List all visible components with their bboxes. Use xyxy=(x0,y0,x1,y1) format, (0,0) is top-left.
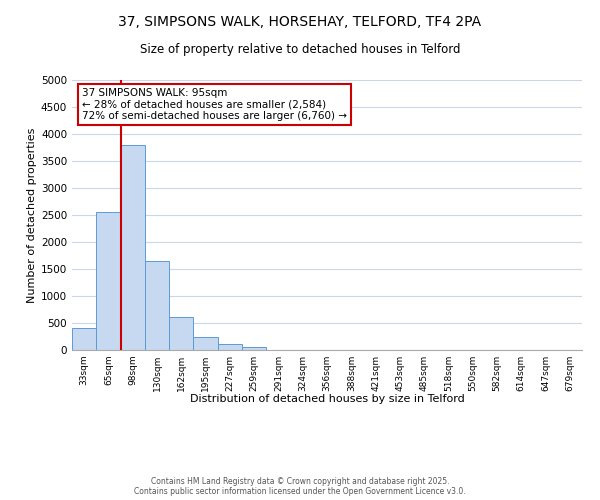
X-axis label: Distribution of detached houses by size in Telford: Distribution of detached houses by size … xyxy=(190,394,464,404)
Text: 37, SIMPSONS WALK, HORSEHAY, TELFORD, TF4 2PA: 37, SIMPSONS WALK, HORSEHAY, TELFORD, TF… xyxy=(118,15,482,29)
Text: Contains HM Land Registry data © Crown copyright and database right 2025.: Contains HM Land Registry data © Crown c… xyxy=(151,477,449,486)
Bar xyxy=(96,212,121,350)
Y-axis label: Number of detached properties: Number of detached properties xyxy=(27,128,37,302)
Bar xyxy=(193,336,218,350)
Bar xyxy=(169,316,193,350)
Text: Size of property relative to detached houses in Telford: Size of property relative to detached ho… xyxy=(140,42,460,56)
Bar xyxy=(242,348,266,350)
Bar xyxy=(72,328,96,350)
Bar xyxy=(218,344,242,350)
Bar xyxy=(145,261,169,350)
Bar xyxy=(121,145,145,350)
Text: Contains public sector information licensed under the Open Government Licence v3: Contains public sector information licen… xyxy=(134,487,466,496)
Text: 37 SIMPSONS WALK: 95sqm
← 28% of detached houses are smaller (2,584)
72% of semi: 37 SIMPSONS WALK: 95sqm ← 28% of detache… xyxy=(82,88,347,122)
